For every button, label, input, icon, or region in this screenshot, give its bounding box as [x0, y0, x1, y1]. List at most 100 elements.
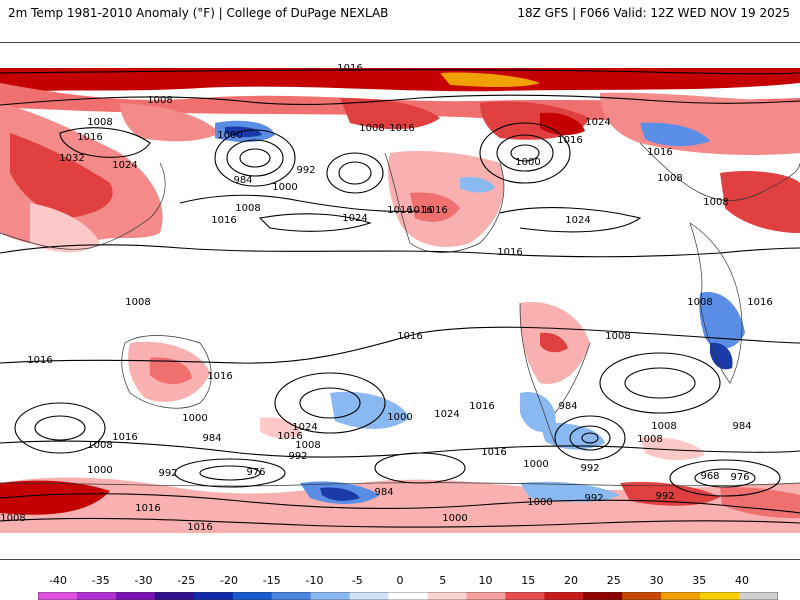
isobar-label: 1016: [77, 132, 102, 143]
isobar-label: 984: [202, 433, 221, 444]
colorbar: [38, 592, 778, 600]
isobar-label: 1008: [657, 173, 682, 184]
isobar-label: 1008: [87, 440, 112, 451]
colorbar-tick-label: -30: [134, 574, 153, 587]
isobar-label: 1016: [211, 215, 236, 226]
isobar-label: 1016: [135, 503, 160, 514]
isobar-label: 1008: [87, 117, 112, 128]
isobar-label: 1008: [125, 297, 150, 308]
isobar-label: 1016: [387, 205, 412, 216]
colorbar-swatch: [38, 592, 78, 600]
colorbar-tick-label: 25: [606, 574, 621, 587]
isobar-label: 1024: [434, 409, 459, 420]
isobar-label: 1008: [605, 331, 630, 342]
isobar-label: 1024: [565, 215, 590, 226]
isobar-label: 992: [158, 468, 177, 479]
isobar-label: 992: [584, 493, 603, 504]
colorbar-tick-label: 20: [564, 574, 578, 587]
colorbar-swatch: [310, 592, 351, 600]
isobar-label: 1008: [0, 513, 25, 524]
isobar-label: 1024: [585, 117, 610, 128]
isobar-label: 992: [580, 463, 599, 474]
map-title: 2m Temp 1981-2010 Anomaly (°F) | College…: [8, 6, 389, 20]
isobar-label: 1000: [442, 513, 467, 524]
colorbar-swatch: [544, 592, 584, 600]
temperature-anomaly-shading: [0, 68, 800, 533]
isobar-label: 1016: [187, 522, 212, 533]
isobar-label: 1000: [527, 497, 552, 508]
colorbar-tick-label: 10: [478, 574, 493, 587]
colorbar-swatch: [700, 592, 740, 600]
isobar-label: 1024: [292, 422, 317, 433]
colorbar-swatch: [466, 592, 506, 600]
isobar-label: 1016: [747, 297, 772, 308]
isobar-label: 1008: [687, 297, 712, 308]
colorbar-tick-label: -25: [177, 574, 196, 587]
colorbar-tick-label: -20: [220, 574, 238, 587]
isobar-label: 1008: [637, 434, 662, 445]
isobar-label: 1032: [59, 153, 84, 164]
isobar-label: 1016: [497, 247, 522, 258]
isobar-label: 1016: [481, 447, 506, 458]
isobar-label: 1000: [182, 413, 207, 424]
isobar-label: 1000: [523, 459, 548, 470]
isobar-label: 1000: [515, 157, 540, 168]
isobar-label: 1008: [235, 203, 260, 214]
colorbar-tick-label: 0: [396, 574, 404, 587]
colorbar-tick-label: -5: [351, 574, 363, 587]
isobar-label: 1016: [389, 123, 414, 134]
colorbar-swatch: [232, 592, 273, 600]
colorbar-tick-label: 40: [735, 574, 749, 587]
colorbar-swatch: [388, 592, 428, 600]
colorbar-tick-label: -10: [305, 574, 324, 587]
colorbar-swatch: [505, 592, 545, 600]
isobar-label: 968: [700, 471, 719, 482]
colorbar-swatch: [193, 592, 234, 600]
isobar-label: 1016: [207, 371, 232, 382]
model-run-info: 18Z GFS | F066 Valid: 12Z WED NOV 19 202…: [517, 6, 790, 20]
isobar-label: 976: [246, 467, 265, 478]
isobar-label: 1008: [359, 123, 384, 134]
isobar-label: 984: [374, 487, 393, 498]
isobar-label: 992: [288, 451, 307, 462]
colorbar-swatch: [115, 592, 156, 600]
isobar-label: 984: [233, 175, 252, 186]
colorbar-swatch: [271, 592, 312, 600]
colorbar-tick-label: 30: [649, 574, 664, 587]
colorbar-swatch: [622, 592, 662, 600]
isobar-label: 1000: [387, 412, 412, 423]
colorbar-swatch: [661, 592, 701, 600]
isobar-label: 1008: [147, 95, 172, 106]
colorbar-tick-label: -15: [262, 574, 281, 587]
isobar-label: 1016: [112, 432, 137, 443]
isobar-label: 1024: [342, 213, 367, 224]
isobar-label: 1000: [272, 182, 297, 193]
colorbar-swatch: [427, 592, 467, 600]
isobar-label: 1024: [112, 160, 137, 171]
isobar-label: 976: [730, 472, 749, 483]
isobar-label: 984: [558, 401, 577, 412]
isobar-contours: [0, 69, 800, 528]
isobar-label: 1016: [277, 431, 302, 442]
isobar-label: 1016: [407, 205, 432, 216]
isobar-label: 1016: [647, 147, 672, 158]
isobar-label: 992: [296, 165, 315, 176]
colorbar-labels: -40 -35 -30 -25 -20 -15 -10 -5 0 5 10 15 20 25 30 35 40: [0, 574, 800, 588]
colorbar-swatch: [76, 592, 117, 600]
colorbar-swatch: [583, 592, 623, 600]
isobar-label: 1016: [397, 331, 422, 342]
colorbar-tick-label: 15: [521, 574, 536, 587]
colorbar-tick-label: 35: [692, 574, 707, 587]
isobar-label: 1016: [469, 401, 494, 412]
colorbar-tick-label: 5: [439, 574, 447, 587]
isobar-label: 1016: [337, 63, 362, 74]
isobar-label: 984: [732, 421, 751, 432]
colorbar-tick-label: -40: [49, 574, 67, 587]
isobar-label: 1016: [422, 205, 447, 216]
colorbar-swatch: [154, 592, 195, 600]
isobar-label: 1000: [87, 465, 112, 476]
colorbar-tick-label: -35: [91, 574, 110, 587]
colorbar-swatch: [739, 592, 778, 600]
isobar-label: 992: [655, 491, 674, 502]
